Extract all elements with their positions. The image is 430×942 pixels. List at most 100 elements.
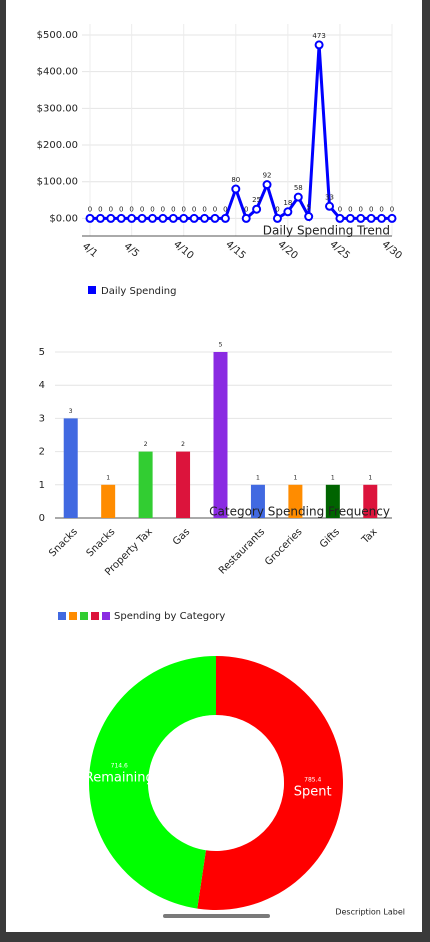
legend-swatch (80, 612, 88, 620)
slice-value: 714.6 (111, 762, 128, 769)
data-label: 5 (306, 204, 310, 212)
description: Description Label (335, 908, 405, 917)
legend-swatch (58, 612, 66, 620)
legend-label: Daily Spending (101, 286, 176, 297)
bar (176, 451, 191, 518)
data-label: 92 (263, 172, 272, 180)
bar (325, 484, 340, 518)
data-label: 0 (98, 205, 102, 213)
bar (288, 484, 303, 518)
donut-slice (89, 656, 216, 909)
point (106, 213, 116, 223)
data-label: 2 (181, 441, 185, 448)
y-tick-label: 0 (39, 513, 45, 524)
data-label: 0 (202, 205, 206, 213)
y-tick-label: 5 (39, 347, 45, 358)
description: Category Spending Frequency (209, 505, 390, 519)
point (377, 213, 387, 223)
point (189, 213, 199, 223)
data-label: 33 (325, 193, 334, 201)
y-tick-label: 3 (39, 413, 45, 424)
y-tick-label: 1 (39, 480, 45, 491)
bar (213, 352, 228, 518)
legend-swatch (91, 612, 99, 620)
point (137, 213, 147, 223)
data-label: 0 (171, 205, 175, 213)
donut-hole (158, 725, 274, 841)
data-label: 0 (244, 205, 248, 213)
legend-swatch (69, 612, 77, 620)
point (241, 213, 251, 223)
data-label: 0 (390, 205, 394, 213)
data-label: 0 (338, 205, 342, 213)
bar (101, 484, 116, 518)
data-label: 0 (275, 205, 279, 213)
data-label: 0 (181, 205, 185, 213)
point (293, 192, 303, 202)
data-label: 1 (331, 474, 335, 481)
data-label: 0 (88, 205, 92, 213)
y-tick-label: 2 (39, 447, 45, 458)
data-label: 0 (213, 205, 217, 213)
data-label: 473 (312, 32, 325, 40)
point (387, 213, 397, 223)
data-label: 0 (129, 205, 133, 213)
point (147, 213, 157, 223)
bar (363, 484, 378, 518)
y-tick-label: $400.00 (37, 67, 78, 78)
data-label: 80 (231, 176, 240, 184)
point (200, 213, 210, 223)
description: Daily Spending Trend (263, 224, 390, 238)
data-label: 0 (109, 205, 113, 213)
point (356, 213, 366, 223)
point (304, 212, 314, 222)
point (220, 213, 230, 223)
point (325, 201, 335, 211)
point (95, 213, 105, 223)
point (283, 207, 293, 217)
point (179, 213, 189, 223)
data-label: 0 (140, 205, 144, 213)
point (210, 213, 220, 223)
data-label: 1 (293, 474, 297, 481)
data-label: 1 (368, 474, 372, 481)
point (335, 213, 345, 223)
point (116, 213, 126, 223)
point (272, 213, 282, 223)
y-tick-label: 4 (39, 380, 45, 391)
home-indicator (163, 914, 270, 918)
data-label: 2 (144, 441, 148, 448)
legend-label: Spending by Category (114, 611, 225, 622)
point (366, 213, 376, 223)
data-label: 0 (119, 205, 123, 213)
point (168, 213, 178, 223)
legend-swatch (88, 286, 96, 294)
point (231, 184, 241, 194)
data-label: 5 (219, 342, 223, 349)
y-tick-label: $0.00 (49, 213, 78, 224)
data-label: 25 (252, 196, 261, 204)
y-tick-label: $100.00 (37, 177, 78, 188)
data-label: 0 (348, 205, 352, 213)
data-label: 1 (256, 474, 260, 481)
data-label: 0 (161, 205, 165, 213)
slice-label: Spent (294, 785, 332, 800)
y-tick-label: $300.00 (37, 103, 78, 114)
bar (138, 451, 153, 518)
point (158, 213, 168, 223)
point (127, 213, 137, 223)
data-label: 0 (192, 205, 196, 213)
data-label: 1 (106, 474, 110, 481)
slice-value: 785.4 (304, 777, 321, 784)
data-label: 58 (294, 184, 303, 192)
data-label: 0 (379, 205, 383, 213)
data-label: 0 (369, 205, 373, 213)
data-label: 18 (283, 199, 292, 207)
point (345, 213, 355, 223)
y-tick-label: $500.00 (37, 30, 78, 41)
bar (63, 418, 78, 518)
donut-slice (197, 656, 344, 910)
slice-label: Remaining (85, 770, 154, 785)
